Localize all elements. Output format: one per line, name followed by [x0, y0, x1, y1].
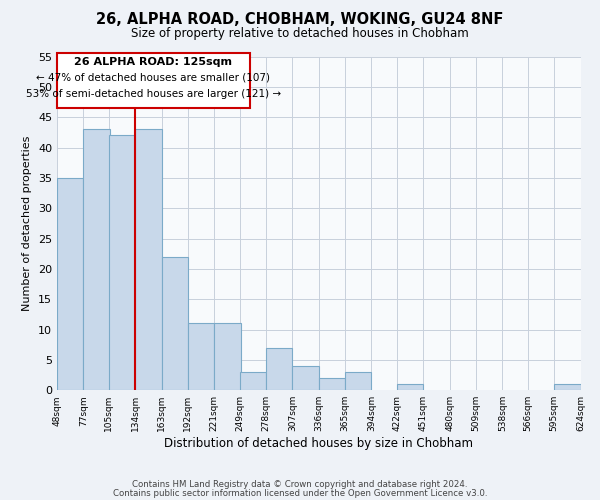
X-axis label: Distribution of detached houses by size in Chobham: Distribution of detached houses by size …	[164, 437, 473, 450]
Bar	[161, 256, 188, 390]
Bar	[83, 130, 110, 390]
Bar	[266, 348, 292, 390]
Text: 26 ALPHA ROAD: 125sqm: 26 ALPHA ROAD: 125sqm	[74, 56, 232, 66]
Bar	[214, 324, 241, 390]
Bar	[135, 130, 161, 390]
Text: 26, ALPHA ROAD, CHOBHAM, WOKING, GU24 8NF: 26, ALPHA ROAD, CHOBHAM, WOKING, GU24 8N…	[97, 12, 503, 28]
Bar	[397, 384, 423, 390]
Text: Contains HM Land Registry data © Crown copyright and database right 2024.: Contains HM Land Registry data © Crown c…	[132, 480, 468, 489]
Bar	[188, 324, 214, 390]
Bar	[319, 378, 345, 390]
Bar	[57, 178, 83, 390]
FancyBboxPatch shape	[57, 54, 250, 108]
Text: Contains public sector information licensed under the Open Government Licence v3: Contains public sector information licen…	[113, 488, 487, 498]
Bar	[109, 136, 135, 390]
Text: Size of property relative to detached houses in Chobham: Size of property relative to detached ho…	[131, 28, 469, 40]
Text: ← 47% of detached houses are smaller (107): ← 47% of detached houses are smaller (10…	[37, 73, 271, 83]
Bar	[292, 366, 319, 390]
Text: 53% of semi-detached houses are larger (121) →: 53% of semi-detached houses are larger (…	[26, 88, 281, 99]
Y-axis label: Number of detached properties: Number of detached properties	[22, 136, 32, 311]
Bar	[239, 372, 266, 390]
Bar	[345, 372, 371, 390]
Bar	[554, 384, 581, 390]
